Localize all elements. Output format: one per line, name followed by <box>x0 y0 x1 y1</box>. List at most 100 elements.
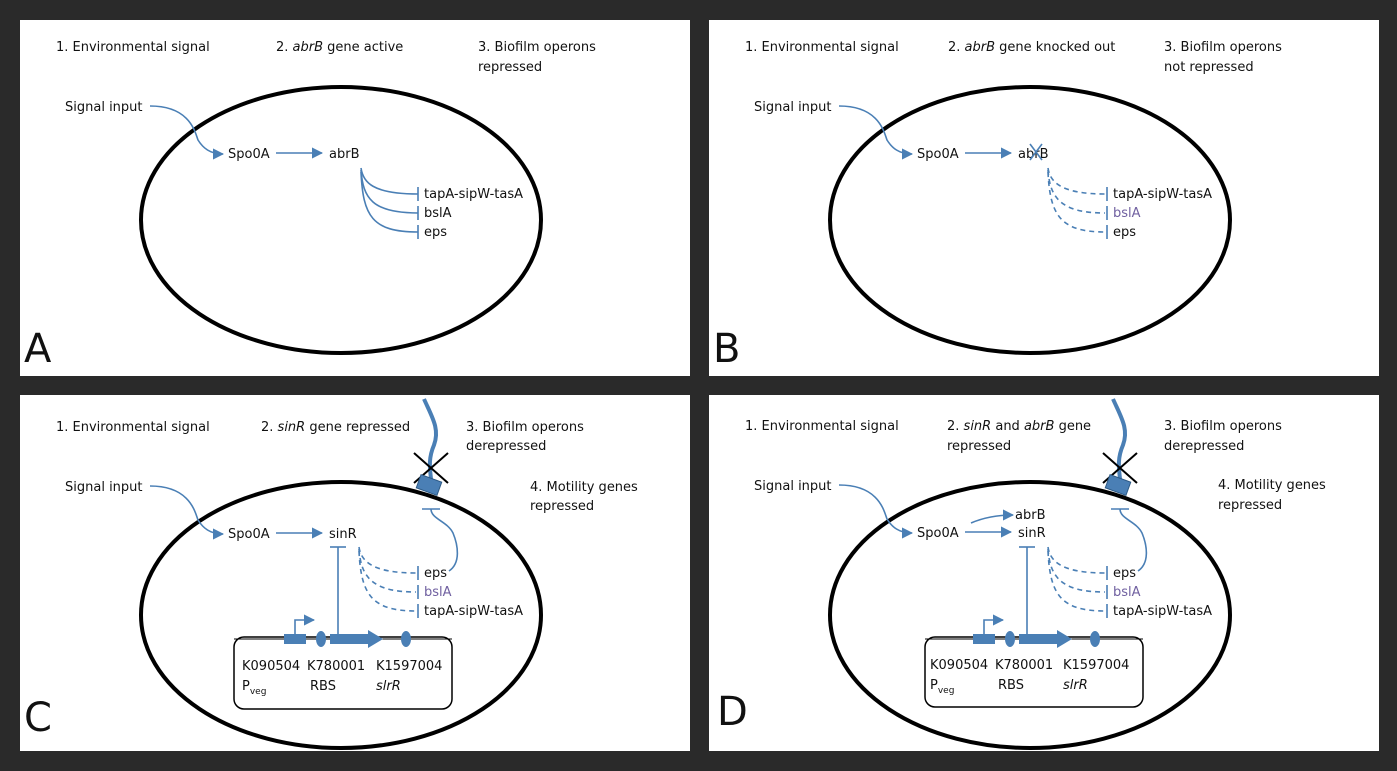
step-3-label-line-1: 3. Biofilm operons <box>1164 40 1282 55</box>
spo0a-to-abrb-arrow <box>970 509 1015 524</box>
abrb-repress-tapa <box>360 167 419 195</box>
step-3-label-line-1: 3. Biofilm operons <box>466 420 584 435</box>
panel-letter: B <box>713 326 740 372</box>
step-4-label-line-2: repressed <box>1218 498 1282 513</box>
panel-b-diagram: 1. Environmental signal 2. abrB gene kno… <box>713 40 1282 372</box>
step-4-label-line-2: repressed <box>530 499 594 514</box>
tapa-label: tapA-sipW-tasA <box>1113 604 1212 619</box>
flagellum-icon <box>422 398 439 480</box>
panel-d-diagram: 1. Environmental signal 2. sinR and abrB… <box>717 398 1326 750</box>
coding-sequence-icon <box>1019 630 1072 648</box>
bsla-label: bslA <box>424 585 452 600</box>
panel-letter: D <box>717 689 748 735</box>
step-2-label-line-2: repressed <box>947 439 1011 454</box>
eps-label: eps <box>424 566 447 581</box>
part-3-id: K1597004 <box>376 659 442 674</box>
abrb-repress-eps <box>360 171 419 233</box>
signal-input-arrow <box>838 484 914 539</box>
bsla-label: bslA <box>1113 206 1141 221</box>
step-3-label-line-2: derepressed <box>1164 439 1244 454</box>
panel-c-diagram: 1. Environmental signal 2. sinR gene rep… <box>24 398 638 750</box>
repress-eps-dashed <box>1047 546 1106 574</box>
part-2-id: K780001 <box>307 659 365 674</box>
abrb-repress-tapa-dashed <box>1047 167 1106 195</box>
part-3-name: slrR <box>1063 678 1088 693</box>
abrb-label: abrB <box>1015 508 1045 523</box>
tapa-label: tapA-sipW-tasA <box>424 604 523 619</box>
part-3-name: slrR <box>376 679 401 694</box>
part-2-name: RBS <box>310 679 336 694</box>
spo0a-label: Spo0A <box>228 147 270 162</box>
eps-label: eps <box>1113 566 1136 581</box>
abrb-label: abrB <box>329 147 359 162</box>
sinr-label: sinR <box>1018 526 1046 541</box>
part-1-name: Pveg <box>242 679 266 697</box>
terminator-part-icon <box>401 631 411 647</box>
promoter-part-icon <box>973 634 995 644</box>
knockout-cross-icon <box>1029 143 1043 161</box>
step-1-label: 1. Environmental signal <box>56 420 210 435</box>
signal-input-label: Signal input <box>754 100 832 115</box>
eps-label: eps <box>1113 225 1136 240</box>
signal-input-arrow <box>149 485 225 540</box>
promoter-part-icon <box>284 634 306 644</box>
step-3-label-line-1: 3. Biofilm operons <box>478 40 596 55</box>
bsla-label: bslA <box>424 206 452 221</box>
terminator-part-icon <box>1090 631 1100 647</box>
panel-a: 1. Environmental signal 2. abrB gene act… <box>20 20 690 376</box>
panel-letter: C <box>24 695 52 741</box>
part-1-id: K090504 <box>242 659 300 674</box>
step-1-label: 1. Environmental signal <box>745 40 899 55</box>
promoter-arrow-icon <box>294 614 316 634</box>
rbs-part-icon <box>316 631 326 647</box>
flagellar-motor-icon <box>415 474 443 496</box>
signal-input-arrow <box>838 105 914 160</box>
spo0a-label: Spo0A <box>228 527 270 542</box>
panel-a-diagram: 1. Environmental signal 2. abrB gene act… <box>24 40 596 372</box>
step-3-label-line-1: 3. Biofilm operons <box>1164 419 1282 434</box>
cell-membrane <box>139 85 543 355</box>
cell-membrane <box>828 480 1232 750</box>
tapa-label: tapA-sipW-tasA <box>1113 187 1212 202</box>
eps-label: eps <box>424 225 447 240</box>
step-3-label-line-2: derepressed <box>466 439 546 454</box>
eps-repress-motor <box>1119 508 1148 572</box>
step-4-label-line-1: 4. Motility genes <box>530 480 638 495</box>
signal-input-label: Signal input <box>754 479 832 494</box>
bsla-label: bslA <box>1113 585 1141 600</box>
sinr-repress-tapa-dashed <box>358 550 417 612</box>
step-1-label: 1. Environmental signal <box>745 419 899 434</box>
part-3-id: K1597004 <box>1063 658 1129 673</box>
signal-input-label: Signal input <box>65 480 143 495</box>
step-2-label: 2. abrB gene active <box>276 40 403 55</box>
step-3-label-line-2: not repressed <box>1164 60 1254 75</box>
part-1-id: K090504 <box>930 658 988 673</box>
flagellar-motor-icon <box>1104 474 1132 496</box>
cell-membrane <box>139 480 543 750</box>
step-1-label: 1. Environmental signal <box>56 40 210 55</box>
part-2-id: K780001 <box>995 658 1053 673</box>
panel-c: 1. Environmental signal 2. sinR gene rep… <box>20 395 690 751</box>
step-4-label-line-1: 4. Motility genes <box>1218 478 1326 493</box>
signal-input-arrow <box>149 105 225 160</box>
spo0a-label: Spo0A <box>917 147 959 162</box>
signal-input-label: Signal input <box>65 100 143 115</box>
step-3-label-line-2: repressed <box>478 60 542 75</box>
eps-repress-motor <box>430 508 459 572</box>
cell-membrane <box>828 85 1232 355</box>
coding-sequence-icon <box>330 630 383 648</box>
spo0a-label: Spo0A <box>917 526 959 541</box>
panel-letter: A <box>24 326 52 372</box>
part-1-name: Pveg <box>930 678 954 696</box>
step-2-label: 2. abrB gene knocked out <box>948 40 1115 55</box>
step-2-label: 2. sinR gene repressed <box>261 420 410 435</box>
repress-tapa-dashed <box>1047 550 1106 612</box>
part-2-name: RBS <box>998 678 1024 693</box>
abrb-repress-eps-dashed <box>1047 171 1106 233</box>
flagellum-icon <box>1111 398 1128 480</box>
sinr-repress-eps-dashed <box>358 546 417 574</box>
step-2-label-line-1: 2. sinR and abrB gene <box>947 419 1091 434</box>
promoter-arrow-icon <box>983 614 1005 634</box>
panel-d: 1. Environmental signal 2. sinR and abrB… <box>709 395 1379 751</box>
tapa-label: tapA-sipW-tasA <box>424 187 523 202</box>
